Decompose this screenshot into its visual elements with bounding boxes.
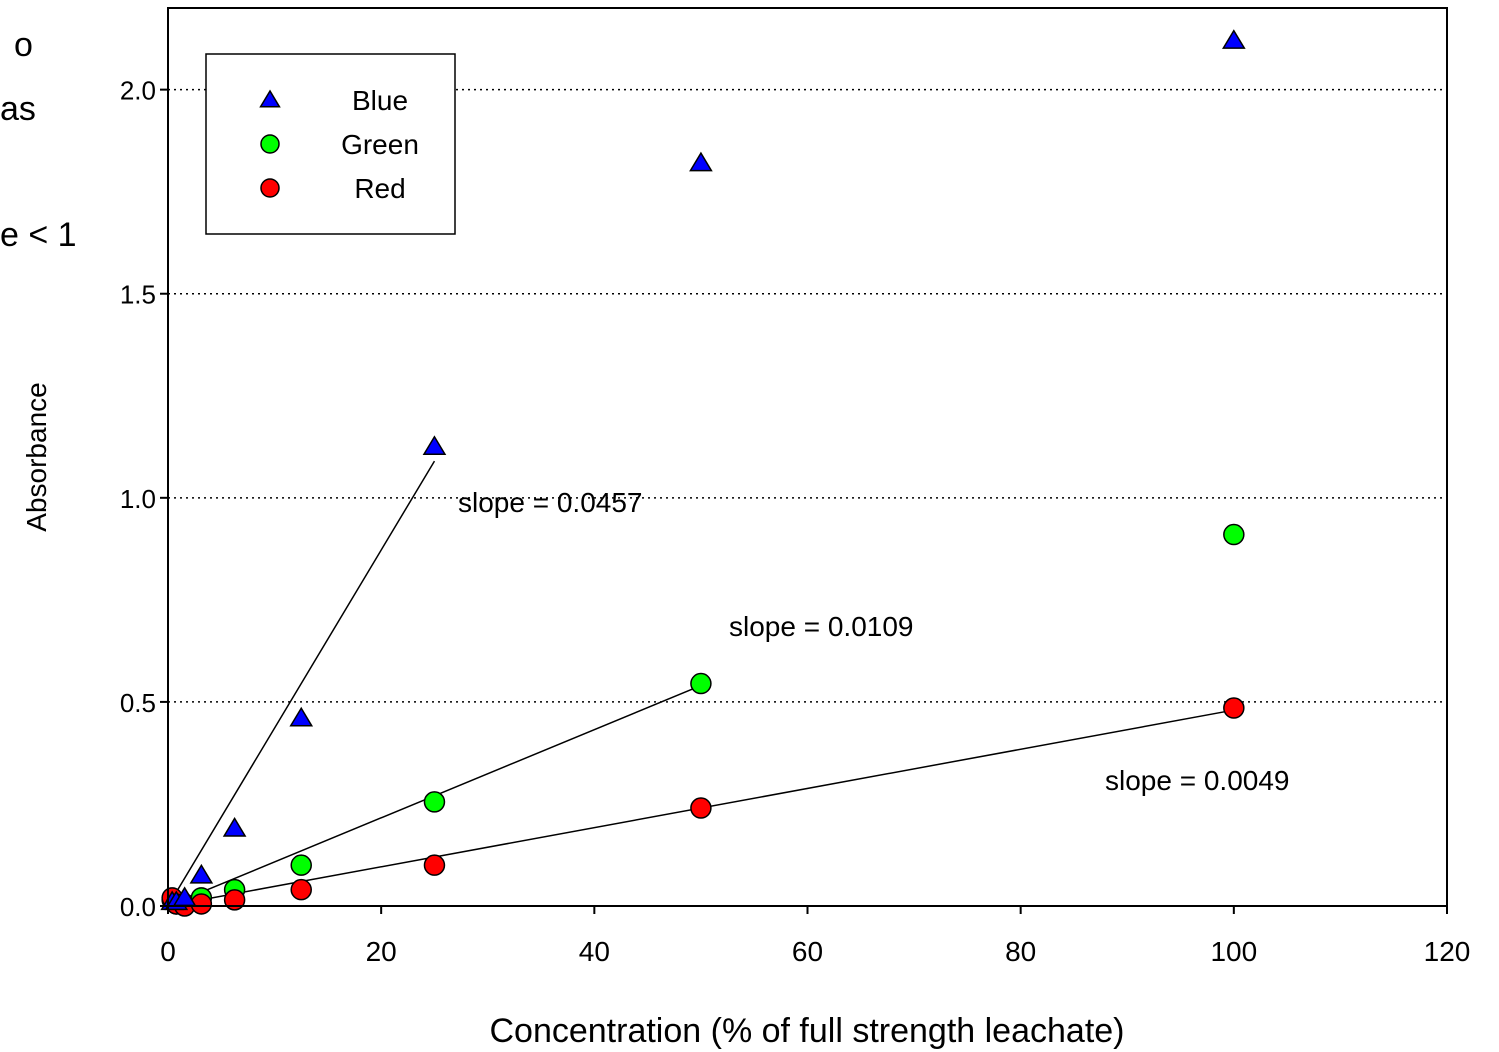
y-tick-label-1: 0.5 — [120, 688, 156, 718]
point-blue-5 — [289, 706, 314, 727]
point-green-7 — [690, 672, 712, 695]
legend: Blue Green Red — [205, 53, 456, 235]
x-tick-label-6: 120 — [1424, 936, 1471, 967]
x-tick-label-4: 80 — [1005, 936, 1036, 967]
point-green-6 — [423, 791, 446, 813]
slide-text-fragment-2: as — [0, 90, 36, 128]
x-tick-label-0: 0 — [160, 936, 176, 967]
point-green-5 — [290, 854, 312, 876]
legend-marker-green — [260, 134, 280, 154]
y-tick-label-2: 1.0 — [120, 484, 156, 514]
point-red-5 — [290, 878, 312, 901]
slope-label-green: slope = 0.0109 — [729, 611, 914, 642]
slope-label-blue: slope = 0.0457 — [458, 487, 643, 518]
y-tick-label-0: 0.0 — [120, 892, 156, 922]
axis-ticks: 0 20 40 60 80 100 120 0.0 0.5 1.0 1.5 2.0 — [120, 76, 1471, 967]
slope-label-red: slope = 0.0049 — [1105, 765, 1290, 796]
legend-marker-red — [260, 178, 280, 198]
point-red-8 — [1223, 697, 1245, 719]
x-tick-label-2: 40 — [579, 936, 610, 967]
legend-box — [205, 53, 456, 235]
slide-text-fragment-3: e < 1 — [0, 216, 77, 254]
x-tick-label-5: 100 — [1210, 936, 1257, 967]
slope-annotations: slope = 0.0457 slope = 0.0109 slope = 0.00… — [458, 487, 1290, 796]
point-green-8 — [1223, 523, 1245, 546]
x-tick-label-1: 20 — [366, 936, 397, 967]
point-blue-8 — [1222, 29, 1246, 49]
x-axis-label: Concentration (% of full strength leacha… — [489, 1012, 1124, 1050]
point-red-6 — [423, 854, 446, 876]
x-tick-label-3: 60 — [792, 936, 823, 967]
y-tick-label-3: 1.5 — [120, 280, 156, 310]
y-axis-label: Absorbance — [21, 382, 52, 531]
legend-label-blue: Blue — [352, 85, 408, 116]
point-blue-6 — [422, 435, 447, 456]
point-red-7 — [690, 797, 712, 819]
y-tick-label-4: 2.0 — [120, 76, 156, 106]
legend-label-red: Red — [354, 173, 405, 204]
slide-text-fragment-1: o — [14, 26, 33, 64]
legend-label-green: Green — [341, 129, 419, 160]
fit-line-blue — [167, 460, 436, 907]
point-blue-7 — [689, 151, 713, 172]
legend-marker-blue — [259, 89, 281, 108]
point-blue-3 — [189, 863, 214, 884]
point-blue-4 — [222, 816, 247, 837]
point-red-4 — [223, 889, 246, 911]
